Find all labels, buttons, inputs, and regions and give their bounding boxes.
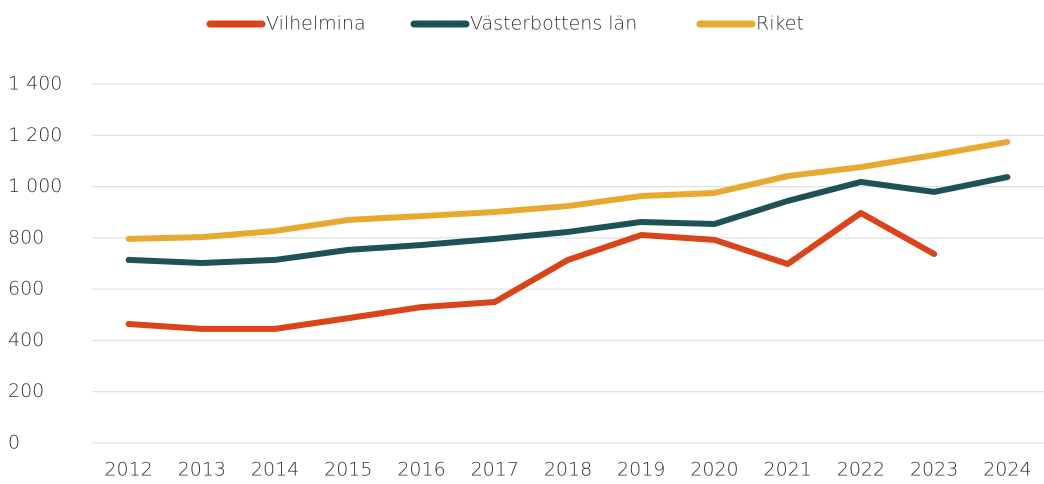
y-tick-label: 1 200 [8, 124, 62, 146]
legend-label: Vilhelmina [266, 13, 366, 35]
x-tick-label: 2023 [910, 459, 958, 481]
x-tick-label: 2019 [617, 459, 665, 481]
y-tick-label: 1 400 [8, 73, 62, 95]
x-tick-label: 2016 [397, 459, 445, 481]
y-tick-label: 400 [8, 329, 44, 351]
x-tick-label: 2015 [324, 459, 372, 481]
line-series [125, 209, 938, 332]
x-tick-label: 2022 [837, 459, 885, 481]
y-tick-label: 200 [8, 380, 44, 402]
legend-label: Riket [756, 13, 804, 35]
x-tick-label: 2014 [251, 459, 299, 481]
line-series [125, 174, 1011, 266]
x-tick-label: 2017 [471, 459, 519, 481]
y-tick-label: 1 000 [8, 175, 62, 197]
y-tick-label: 600 [8, 278, 44, 300]
line-series [125, 138, 1011, 242]
x-tick-label: 2018 [544, 459, 592, 481]
x-tick-label: 2021 [764, 459, 812, 481]
x-tick-label: 2024 [983, 459, 1031, 481]
x-tick-label: 2013 [178, 459, 226, 481]
legend-label: Västerbottens län [470, 13, 637, 35]
y-tick-label: 800 [8, 226, 44, 248]
x-tick-label: 2020 [690, 459, 738, 481]
x-tick-label: 2012 [104, 459, 152, 481]
y-tick-label: 0 [8, 432, 20, 454]
